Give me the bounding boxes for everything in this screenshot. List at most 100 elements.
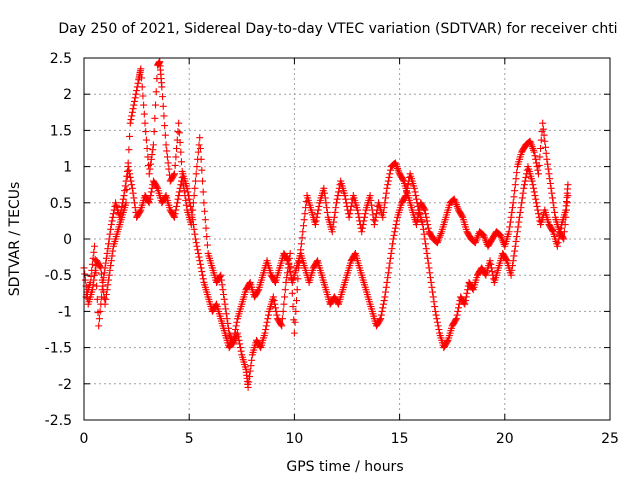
data-point-dense [506,223,514,231]
data-point-dense [151,114,159,122]
data-point [128,184,136,192]
data-point-dense [539,125,547,133]
data-point [532,199,540,207]
data-point-dense [403,188,411,196]
data-point-dense [382,194,390,202]
data-point-dense [131,204,139,212]
data-point-dense [217,276,225,284]
data-point-dense [172,206,180,214]
data-point [120,192,128,200]
data-point [509,199,517,207]
data-point-dense [273,311,281,319]
chart-title: Day 250 of 2021, Sidereal Day-to-day VTE… [58,21,617,37]
data-point-dense [510,252,518,260]
data-point-dense [452,316,460,324]
data-point-dense [184,192,192,200]
data-point-dense [96,263,104,271]
data-point [229,336,237,344]
data-point-dense [193,163,201,171]
data-point [187,206,195,214]
data-point-dense [546,179,554,187]
data-point-dense [129,189,137,197]
data-point-dense [127,116,135,124]
data-point [354,206,362,214]
data-point-dense [469,284,477,292]
data-point-dense [382,189,390,197]
data-point-dense [194,249,202,257]
data-point-dense [314,210,322,218]
data-point-dense [105,235,113,243]
data-point [107,221,115,229]
data-point-dense [272,307,280,315]
data-point-dense [384,177,392,185]
data-point [170,213,178,221]
data-point [370,221,378,229]
data-point-dense [414,202,422,210]
plot-frame [83,57,611,421]
data-point-dense [293,297,301,305]
data-point-dense [107,257,115,265]
data-point-dense [379,300,387,308]
data-point-dense [512,175,520,183]
data-point-dense [367,196,375,204]
data-point [105,271,113,279]
data-point-dense [263,318,271,326]
data-point-dense [173,199,181,207]
data-point-dense [109,247,117,255]
data-point-dense [323,204,331,212]
data-point [486,257,494,265]
data-point-dense [229,338,237,346]
data-point-dense [537,136,545,144]
data-point-dense [329,223,337,231]
data-point-dense [130,199,138,207]
data-point-dense [384,269,392,277]
data-point [183,184,191,192]
y-tick-label: 2 [63,87,72,103]
data-point-dense [152,88,160,96]
data-point-dense [557,224,565,232]
x-tick-label: 0 [80,431,89,447]
data-point-dense [462,293,470,301]
data-point [389,235,397,243]
data-point [412,221,420,229]
data-point-dense [107,262,115,270]
data-point [290,329,298,337]
data-point-dense [283,274,291,282]
data-point [547,184,555,192]
data-point-dense [315,202,323,210]
data-point-dense [386,254,394,262]
data-point [286,249,294,257]
data-point-dense [335,188,343,196]
data-point-dense [293,286,301,294]
data-point-dense [203,241,211,249]
data-point-dense [199,188,207,196]
data-point-dense [380,204,388,212]
data-point [116,213,124,221]
data-point-dense [541,137,549,145]
data-point-dense [256,342,264,350]
data-point-dense [128,112,136,120]
data-point-dense [186,199,194,207]
data-point [126,119,134,127]
data-point-dense [413,217,421,225]
data-point-dense [96,307,104,315]
data-point-dense [119,199,127,207]
data-point-dense [164,159,172,167]
data-point-dense [332,204,340,212]
data-point-dense [518,194,526,202]
data-point-dense [509,204,517,212]
data-point [402,192,410,200]
data-point-dense [330,213,338,221]
data-point-dense [425,264,433,272]
data-point-dense [541,143,549,151]
data-point-dense [347,206,355,214]
data-point-dense [109,210,117,218]
data-point-dense [292,307,300,315]
data-point-dense [454,307,462,315]
y-tick-label: -2 [58,377,72,393]
data-point-dense [377,311,385,319]
data-point-dense [231,329,239,337]
data-point-dense [87,272,95,280]
data-point-dense [165,165,173,173]
